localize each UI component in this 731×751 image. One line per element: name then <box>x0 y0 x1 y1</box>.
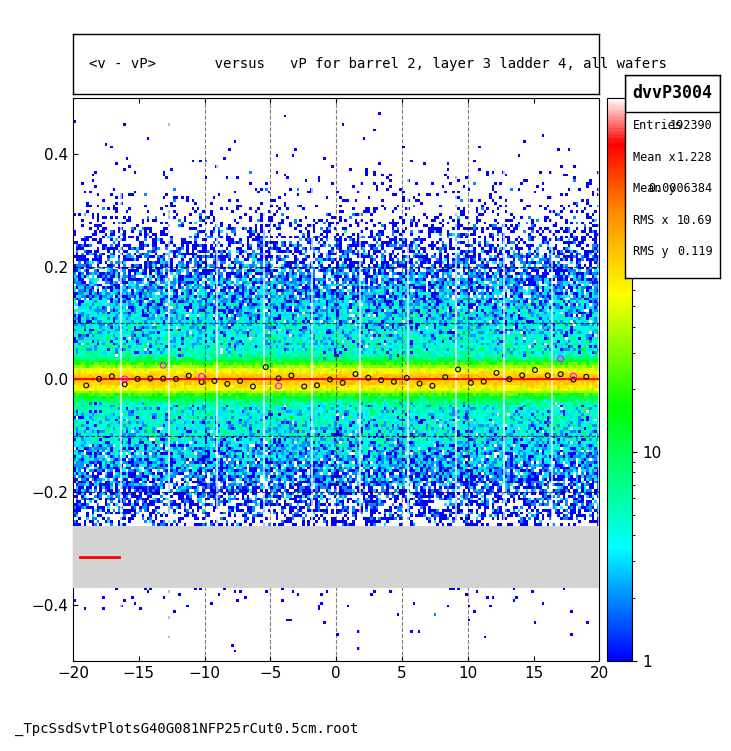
Point <box>363 372 374 384</box>
Point <box>529 364 541 376</box>
Point <box>439 371 451 383</box>
Point <box>349 368 361 380</box>
Text: 192390: 192390 <box>670 119 713 132</box>
Text: Entries: Entries <box>632 119 683 132</box>
Point <box>311 379 323 391</box>
Point <box>375 374 387 386</box>
Text: 10.69: 10.69 <box>677 213 713 227</box>
Point <box>196 370 208 382</box>
Point <box>273 380 284 392</box>
Point <box>580 371 592 383</box>
Point <box>504 373 515 385</box>
Point <box>234 375 246 387</box>
Point <box>145 372 156 385</box>
Point <box>427 380 439 392</box>
Point <box>516 369 528 382</box>
Text: 0.119: 0.119 <box>677 245 713 258</box>
Text: RMS y: RMS y <box>632 245 668 258</box>
Point <box>196 376 208 388</box>
Point <box>401 372 412 384</box>
Text: Mean x: Mean x <box>632 151 675 164</box>
Point <box>221 378 233 390</box>
Point <box>208 375 220 387</box>
Point <box>273 372 284 385</box>
Point <box>478 376 490 388</box>
Text: dvvP3004: dvvP3004 <box>632 84 713 102</box>
Point <box>157 372 169 385</box>
Point <box>337 377 349 389</box>
Point <box>247 381 259 393</box>
Text: Mean y: Mean y <box>632 182 675 195</box>
Point <box>260 361 272 373</box>
Text: _TpcSsdSvtPlotsG40G081NFP25rCut0.5cm.root: _TpcSsdSvtPlotsG40G081NFP25rCut0.5cm.roo… <box>15 722 358 736</box>
Point <box>170 373 182 385</box>
Text: 1.228: 1.228 <box>677 151 713 164</box>
Point <box>80 379 92 391</box>
Bar <box>73 526 599 587</box>
Text: <v - vP>       versus   vP for barrel 2, layer 3 ladder 4, all wafers: <v - vP> versus vP for barrel 2, layer 3… <box>89 57 667 71</box>
Point <box>388 376 400 388</box>
Point <box>491 366 502 379</box>
Bar <box>625 75 720 112</box>
Point <box>567 370 579 382</box>
Text: 0.0006384: 0.0006384 <box>648 182 713 195</box>
Point <box>465 377 477 389</box>
Point <box>94 373 105 385</box>
Text: prob = 0.000: prob = 0.000 <box>132 550 232 564</box>
Text: RMS x: RMS x <box>632 213 668 227</box>
Point <box>298 381 310 393</box>
Point <box>119 379 131 391</box>
Point <box>542 369 553 382</box>
Point <box>555 353 567 365</box>
Point <box>132 373 143 385</box>
Point <box>452 363 464 376</box>
Point <box>324 373 336 385</box>
Point <box>414 378 425 390</box>
Point <box>286 369 298 382</box>
Point <box>555 368 567 380</box>
Text: 0: 0 <box>645 114 659 134</box>
Point <box>157 359 169 371</box>
Point <box>106 370 118 382</box>
Point <box>183 369 194 382</box>
Point <box>567 373 579 385</box>
Point <box>119 373 131 385</box>
